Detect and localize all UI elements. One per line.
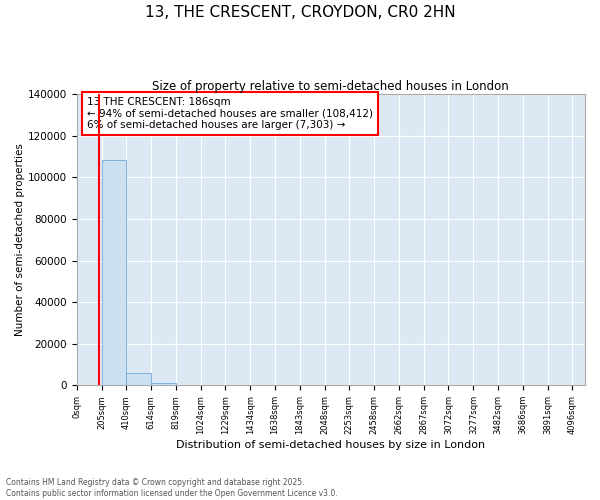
Bar <box>101 160 127 386</box>
Y-axis label: Number of semi-detached properties: Number of semi-detached properties <box>15 144 25 336</box>
Bar <box>151 384 176 386</box>
Bar <box>176 384 200 386</box>
Text: 13 THE CRESCENT: 186sqm
← 94% of semi-detached houses are smaller (108,412)
6% o: 13 THE CRESCENT: 186sqm ← 94% of semi-de… <box>87 97 373 130</box>
Title: Size of property relative to semi-detached houses in London: Size of property relative to semi-detach… <box>152 80 509 93</box>
Text: Contains HM Land Registry data © Crown copyright and database right 2025.
Contai: Contains HM Land Registry data © Crown c… <box>6 478 338 498</box>
Bar <box>127 374 151 386</box>
X-axis label: Distribution of semi-detached houses by size in London: Distribution of semi-detached houses by … <box>176 440 485 450</box>
Text: 13, THE CRESCENT, CROYDON, CR0 2HN: 13, THE CRESCENT, CROYDON, CR0 2HN <box>145 5 455 20</box>
